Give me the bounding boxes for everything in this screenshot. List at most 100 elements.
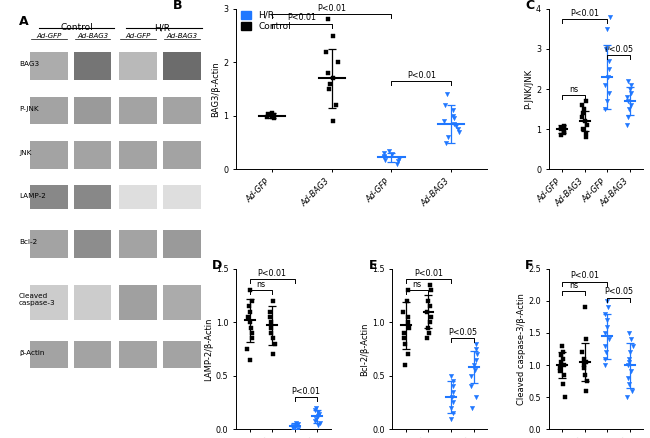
Point	[556, 342, 567, 349]
Point	[448, 389, 458, 396]
Point	[287, 425, 298, 432]
Point	[440, 102, 450, 109]
Point	[624, 106, 634, 113]
Y-axis label: P-JNK/JNK: P-JNK/JNK	[524, 69, 533, 109]
Point	[394, 155, 404, 162]
Point	[625, 85, 635, 92]
Point	[398, 308, 409, 315]
Point	[599, 355, 610, 362]
Point	[581, 358, 592, 365]
Bar	[163, 97, 201, 124]
Point	[580, 117, 590, 124]
Point	[267, 112, 278, 119]
Point	[604, 13, 615, 20]
Point	[245, 286, 255, 293]
Point	[425, 319, 436, 326]
Point	[380, 156, 391, 163]
Point	[425, 303, 436, 310]
Text: P<0.01: P<0.01	[570, 8, 599, 18]
Point	[623, 374, 633, 381]
Point	[624, 358, 634, 365]
Point	[580, 134, 591, 141]
Point	[447, 410, 458, 417]
Point	[268, 111, 279, 118]
Point	[469, 361, 479, 368]
Point	[393, 158, 403, 165]
Text: ns: ns	[569, 281, 578, 290]
Point	[421, 308, 432, 315]
Point	[265, 324, 276, 331]
Point	[268, 335, 278, 342]
Point	[421, 335, 432, 342]
Point	[331, 102, 341, 109]
Point	[268, 351, 278, 358]
Bar	[73, 141, 111, 169]
Point	[557, 355, 567, 362]
Point	[627, 342, 638, 349]
Y-axis label: LAMP-2/β-Actin: LAMP-2/β-Actin	[204, 317, 213, 381]
Point	[558, 381, 568, 388]
Point	[398, 329, 409, 336]
Point	[424, 329, 435, 336]
Bar	[30, 285, 68, 320]
Point	[601, 46, 612, 53]
Y-axis label: Cleaved caspase-3/β-Actin: Cleaved caspase-3/β-Actin	[517, 293, 526, 405]
Bar	[120, 185, 157, 209]
Point	[559, 361, 569, 368]
Point	[269, 115, 280, 122]
Point	[403, 314, 413, 321]
Point	[403, 286, 413, 293]
Point	[622, 94, 632, 101]
Text: P<0.05: P<0.05	[604, 45, 633, 53]
Point	[392, 160, 402, 167]
Bar	[120, 230, 157, 258]
Point	[623, 361, 633, 368]
Point	[626, 81, 636, 88]
Point	[246, 324, 256, 331]
Bar	[30, 230, 68, 258]
Point	[446, 404, 456, 411]
Point	[578, 110, 588, 117]
Point	[310, 415, 320, 422]
Point	[422, 324, 433, 331]
Point	[265, 319, 276, 326]
Point	[446, 415, 456, 422]
Point	[604, 57, 614, 64]
Point	[577, 113, 588, 120]
Point	[623, 98, 633, 105]
Bar	[120, 141, 157, 169]
Point	[314, 411, 324, 418]
Point	[624, 355, 634, 362]
Point	[328, 117, 338, 124]
Point	[579, 355, 590, 362]
Point	[313, 409, 323, 416]
Point	[466, 372, 476, 379]
Text: B: B	[174, 0, 183, 12]
Point	[448, 378, 459, 385]
Point	[601, 349, 612, 356]
Point	[601, 361, 611, 368]
Bar	[163, 141, 201, 169]
Text: BAG3: BAG3	[19, 61, 39, 67]
Point	[262, 114, 272, 121]
Point	[558, 371, 569, 378]
Point	[291, 421, 302, 428]
Bar	[30, 97, 68, 124]
Legend: H/R, Control: H/R, Control	[240, 10, 292, 32]
Point	[467, 404, 478, 411]
Point	[451, 123, 462, 130]
Point	[623, 78, 633, 85]
Text: P<0.01: P<0.01	[407, 71, 436, 80]
Bar	[163, 340, 201, 368]
Point	[578, 365, 589, 372]
Text: E: E	[369, 259, 377, 272]
Point	[577, 349, 588, 356]
Point	[448, 120, 459, 127]
Text: P-JNK: P-JNK	[19, 106, 38, 112]
Bar	[73, 53, 111, 80]
Point	[447, 394, 457, 401]
Point	[604, 89, 614, 96]
Point	[311, 404, 321, 411]
Point	[242, 346, 252, 353]
Point	[555, 132, 566, 139]
